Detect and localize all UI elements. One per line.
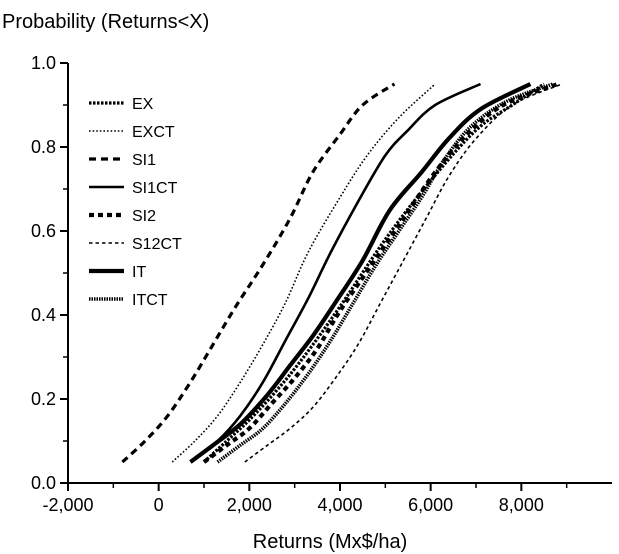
y-tick-label: 0.2 [31,389,56,409]
legend-label-si1ct: SI1CT [132,180,178,197]
series-lines [121,82,563,464]
series-line-s12ct [244,83,563,463]
y-axis-title: Probability (Returns<X) [2,11,209,33]
series-line-itct [216,82,554,464]
legend-label-it: IT [132,264,146,281]
legend-label-exct: EXCT [132,124,175,141]
x-tick-label: 6,000 [408,495,453,515]
legend-label-ex: EX [132,96,154,113]
series-line-ex [202,82,545,464]
x-tick-label: 0 [154,495,164,515]
y-tick-label: 0.6 [31,221,56,241]
series-line-si1ct [194,82,482,459]
y-tick-label: 0.4 [31,305,56,325]
y-tick-label: 1.0 [31,53,56,73]
series-line-it [189,82,532,464]
series-line-exct [171,83,436,463]
series-line-si2 [202,82,559,464]
axes: 0.0 0.2 0.4 0.6 0.8 1.0 -2,000 0 2,000 4,000 6,000… [31,53,612,515]
y-tick-label: 0.8 [31,137,56,157]
legend-label-si2: SI2 [132,208,156,225]
y-tick-label: 0.0 [31,473,56,493]
x-tick-label: 2,000 [227,495,272,515]
legend-label-si1: SI1 [132,152,156,169]
legend-label-itct: ITCT [132,292,168,309]
legend: EX EXCT SI1 SI1CT SI2 S12CT IT ITCT [89,96,182,309]
legend-label-s12ct: S12CT [132,236,182,253]
x-tick-label: 8,000 [499,495,544,515]
x-tick-label: -2,000 [42,495,93,515]
x-axis-title: Returns (Mx$/ha) [253,531,408,553]
x-tick-label: 4,000 [317,495,362,515]
series-line-si1 [121,82,396,464]
